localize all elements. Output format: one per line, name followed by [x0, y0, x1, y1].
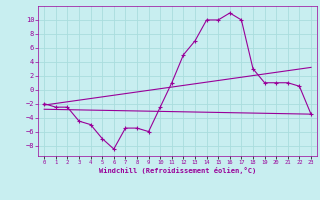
X-axis label: Windchill (Refroidissement éolien,°C): Windchill (Refroidissement éolien,°C) — [99, 167, 256, 174]
